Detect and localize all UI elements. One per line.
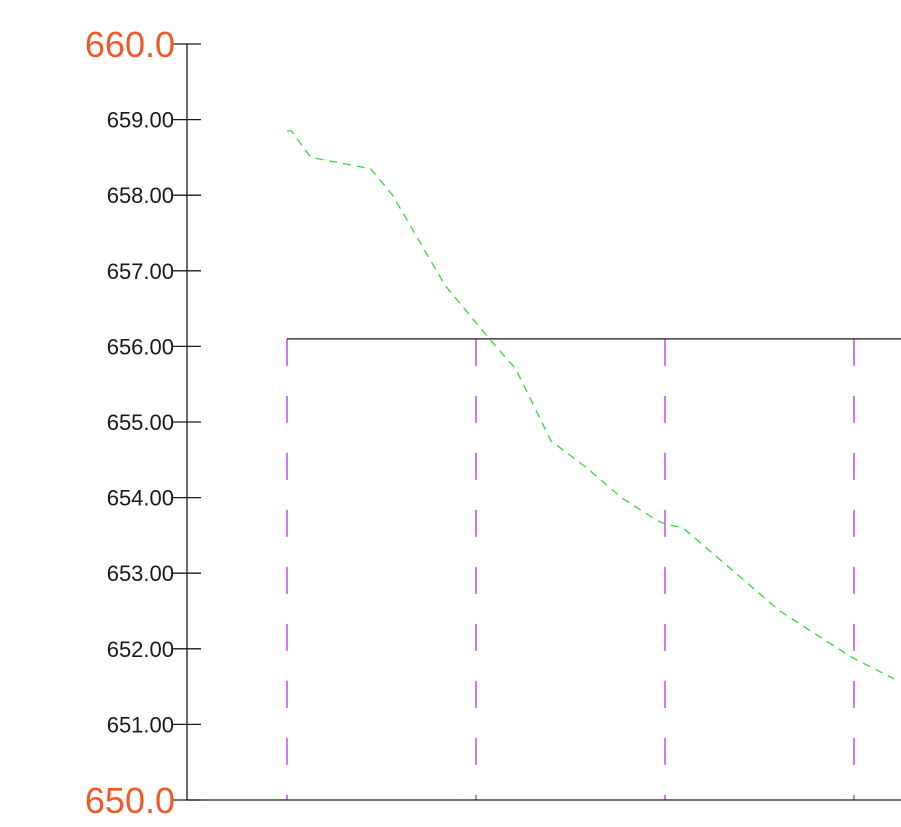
station-lines bbox=[286, 338, 855, 800]
y-minor-label: 658.00 bbox=[107, 183, 174, 208]
profile-line bbox=[287, 130, 895, 680]
y-minor-label: 659.00 bbox=[107, 108, 174, 133]
y-minor-label: 657.00 bbox=[107, 259, 174, 284]
y-minor-label: 653.00 bbox=[107, 561, 174, 586]
y-axis-labels: 660.0 650.0 659.00 658.00 657.00 656.00 655.00… bbox=[85, 24, 175, 821]
y-axis bbox=[173, 43, 901, 801]
y-minor-label: 651.00 bbox=[107, 712, 174, 737]
y-major-label: 650.0 bbox=[85, 780, 175, 821]
y-minor-label: 652.00 bbox=[107, 637, 174, 662]
y-major-label: 660.0 bbox=[85, 24, 175, 65]
profile-line-group bbox=[287, 130, 895, 680]
y-minor-label: 654.00 bbox=[107, 486, 174, 511]
y-minor-label: 655.00 bbox=[107, 410, 174, 435]
y-minor-label: 656.00 bbox=[107, 334, 174, 359]
